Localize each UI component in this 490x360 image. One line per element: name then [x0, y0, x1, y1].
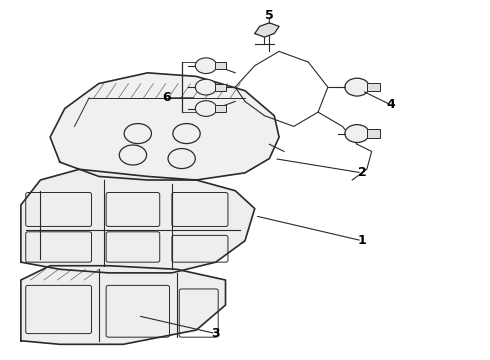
- Bar: [215, 105, 225, 112]
- Polygon shape: [50, 73, 279, 180]
- Bar: [215, 62, 225, 69]
- Text: 3: 3: [212, 327, 220, 340]
- Circle shape: [196, 58, 217, 73]
- Text: 6: 6: [163, 91, 172, 104]
- Polygon shape: [21, 169, 255, 273]
- Text: 1: 1: [358, 234, 367, 247]
- Polygon shape: [255, 23, 279, 37]
- Bar: [367, 129, 380, 138]
- Bar: [215, 84, 225, 91]
- Bar: [367, 83, 380, 91]
- Polygon shape: [21, 266, 225, 344]
- Circle shape: [345, 125, 369, 143]
- Circle shape: [345, 78, 369, 96]
- Circle shape: [196, 79, 217, 95]
- Text: 2: 2: [358, 166, 367, 179]
- Text: 4: 4: [387, 99, 395, 112]
- Circle shape: [196, 101, 217, 116]
- Text: 5: 5: [265, 9, 274, 22]
